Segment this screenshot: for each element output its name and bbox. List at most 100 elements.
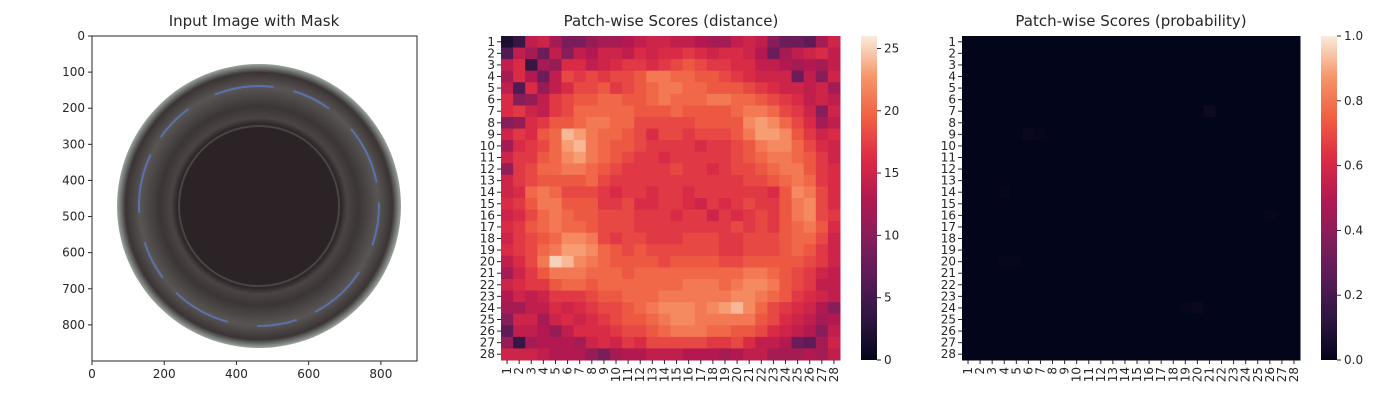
- probability-heatmap-cell: [1046, 325, 1060, 338]
- distance-heatmap-cell: [791, 313, 805, 326]
- distance-heatmap-cell: [731, 59, 744, 72]
- distance-heatmap-cell: [731, 140, 744, 153]
- probability-heatmap-cell: [1070, 221, 1084, 234]
- probability-heatmap-cell: [1131, 117, 1144, 130]
- probability-heatmap-cell: [1227, 221, 1241, 234]
- probability-heatmap-cell: [1106, 313, 1120, 326]
- probability-heatmap-cell: [1203, 302, 1216, 315]
- distance-heatmap-cell: [646, 105, 659, 118]
- image-y-tick-label: 400: [62, 173, 85, 187]
- distance-heatmap-cell: [755, 151, 768, 164]
- distance-heatmap-cell: [634, 59, 647, 72]
- distance-heatmap-cell: [573, 279, 587, 292]
- probability-heatmap-cell: [1034, 336, 1047, 349]
- distance-heatmap-cell: [597, 163, 611, 176]
- probability-heatmap-cell: [1094, 255, 1108, 268]
- probability-heatmap-cell: [1215, 302, 1229, 315]
- probability-heatmap-cell: [974, 82, 987, 95]
- distance-heatmap-cell: [501, 302, 514, 315]
- distance-heatmap-cell: [573, 209, 587, 222]
- probability-heatmap-cell: [1179, 336, 1192, 349]
- distance-heatmap-cell: [525, 105, 538, 118]
- probability-heatmap-y-tick-label: 20: [941, 255, 956, 269]
- distance-heatmap-y-tick-label: 20: [480, 255, 495, 269]
- probability-heatmap-cell: [962, 36, 975, 49]
- probability-heatmap-cell: [1179, 117, 1192, 130]
- distance-heatmap-y-tick-label: 10: [480, 139, 495, 153]
- distance-heatmap-cell: [634, 348, 647, 361]
- glass-rim-highlight: [138, 85, 380, 327]
- distance-heatmap-cell: [597, 36, 611, 49]
- distance-heatmap-cell: [609, 151, 623, 164]
- distance-heatmap-cell: [525, 140, 538, 153]
- probability-heatmap-cell: [962, 93, 975, 106]
- probability-heatmap-cell: [962, 117, 975, 130]
- probability-heatmap-cell: [1034, 209, 1047, 222]
- probability-heatmap-cell: [1287, 279, 1301, 292]
- probability-heatmap-y-tick-label: 8: [948, 116, 956, 130]
- probability-heatmap-cell: [1263, 279, 1277, 292]
- distance-heatmap-cell: [646, 221, 659, 234]
- probability-heatmap-cell: [1022, 36, 1035, 49]
- distance-heatmap-cell: [682, 93, 696, 106]
- distance-heatmap-cell: [658, 302, 671, 315]
- distance-heatmap-cell: [622, 336, 635, 349]
- probability-heatmap-cell: [1106, 128, 1120, 141]
- probability-heatmap-cell: [1106, 163, 1120, 176]
- distance-heatmap-cell: [609, 302, 623, 315]
- probability-heatmap-cell: [1287, 186, 1301, 199]
- distance-heatmap-cell: [658, 128, 671, 141]
- distance-heatmap-cell: [585, 117, 599, 130]
- probability-heatmap-y-tick-label: 9: [948, 127, 956, 141]
- distance-heatmap-cell: [622, 82, 635, 95]
- probability-heatmap-cell: [1227, 209, 1241, 222]
- probability-heatmap-cell: [1094, 151, 1108, 164]
- probability-heatmap-cell: [1167, 290, 1180, 303]
- probability-heatmap-cell: [1106, 325, 1120, 338]
- probability-heatmap-y-tick-label: 3: [948, 58, 956, 72]
- distance-heatmap-cell: [634, 198, 647, 211]
- probability-heatmap-cell: [1106, 186, 1120, 199]
- distance-heatmap-cell: [561, 128, 575, 141]
- distance-heatmap-cell: [827, 140, 841, 153]
- probability-heatmap-cell: [1082, 313, 1096, 326]
- probability-heatmap-cell: [1167, 117, 1180, 130]
- distance-heatmap-cell: [658, 198, 671, 211]
- probability-heatmap-cell: [1179, 186, 1192, 199]
- probability-heatmap-cell: [1022, 198, 1035, 211]
- probability-heatmap-cell: [1167, 255, 1180, 268]
- distance-heatmap-cell: [561, 163, 575, 176]
- probability-heatmap-cell: [998, 59, 1011, 72]
- distance-heatmap-cell: [549, 151, 563, 164]
- distance-heatmap-cell: [767, 93, 780, 106]
- probability-heatmap-cell: [1251, 198, 1265, 211]
- distance-heatmap-cell: [597, 313, 611, 326]
- distance-heatmap-cell: [646, 70, 659, 83]
- probability-heatmap-cell: [1082, 186, 1096, 199]
- probability-heatmap-cell: [1287, 36, 1301, 49]
- distance-heatmap-cell: [585, 105, 599, 118]
- distance-heatmap-cell: [791, 221, 805, 234]
- distance-heatmap-cell: [597, 302, 611, 315]
- probability-heatmap-cell: [962, 244, 975, 257]
- distance-heatmap-cell: [597, 348, 611, 361]
- probability-heatmap-cell: [1203, 151, 1216, 164]
- probability-heatmap-cell: [1191, 267, 1204, 280]
- probability-heatmap-cell: [1143, 186, 1156, 199]
- distance-heatmap-x-tick-label: 2: [512, 367, 526, 375]
- probability-heatmap-cell: [1191, 325, 1204, 338]
- distance-heatmap-cell: [731, 47, 744, 60]
- distance-heatmap-cell: [609, 70, 623, 83]
- distance-heatmap-cell: [779, 279, 793, 292]
- distance-heatmap-cell: [501, 174, 514, 187]
- distance-heatmap-cell: [634, 255, 647, 268]
- probability-heatmap-cell: [1251, 70, 1265, 83]
- distance-heatmap-cell: [706, 163, 720, 176]
- distance-heatmap-cell: [670, 151, 684, 164]
- probability-heatmap-cell: [1263, 267, 1277, 280]
- distance-heatmap-cell: [597, 128, 611, 141]
- probability-heatmap-cell: [1191, 290, 1204, 303]
- distance-heatmap-cell: [706, 128, 720, 141]
- distance-heatmap-cell: [658, 174, 671, 187]
- distance-heatmap-x-tick-label: 17: [694, 367, 708, 382]
